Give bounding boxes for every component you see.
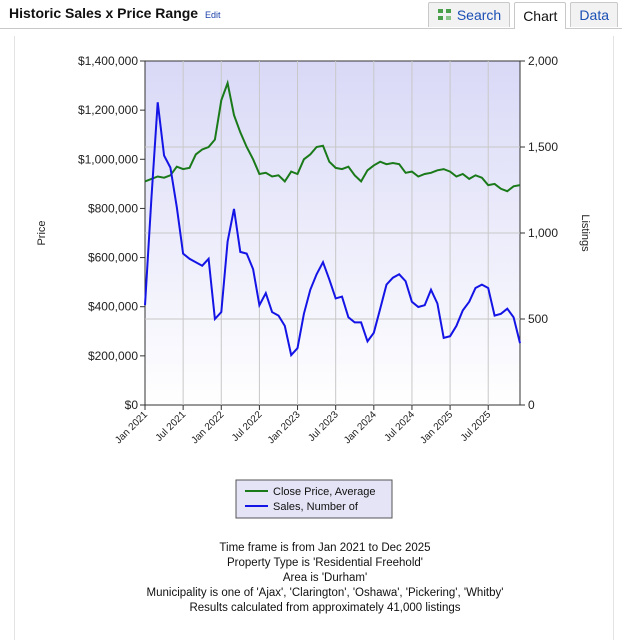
y-tick-label-right: 1,500 (528, 140, 558, 154)
y-axis-left: $0 $200,000 $400,000 $600,000 $800,000 $1,000… (78, 54, 145, 412)
y-tick-label-right: 500 (528, 312, 548, 326)
tab-search-label: Search (456, 7, 502, 23)
tab-data[interactable]: Data (570, 2, 618, 27)
x-tick-label: Jan 2025 (418, 409, 455, 446)
tab-chart[interactable]: Chart (514, 2, 567, 29)
y-tick-label-left: $1,200,000 (78, 103, 138, 117)
x-tick-label: Jul 2021 (154, 409, 189, 444)
info-results-count: Results calculated from approximately 41… (189, 602, 461, 614)
view-tabs: Search Chart Data (427, 2, 618, 29)
page-title: Historic Sales x Price Range (9, 5, 199, 21)
y-tick-label-left: $800,000 (88, 201, 138, 215)
y-tick-label-left: $200,000 (88, 349, 138, 363)
x-tick-label: Jul 2023 (306, 409, 341, 444)
tab-chart-label: Chart (523, 8, 558, 24)
y-tick-label-left: $1,400,000 (78, 54, 138, 68)
y-tick-label-right: 1,000 (528, 226, 558, 240)
y-tick-label-left: $1,000,000 (78, 152, 138, 166)
x-tick-label: Jan 2022 (190, 409, 227, 446)
legend: Close Price, Average Sales, Number of (235, 479, 393, 519)
y-tick-label-left: $400,000 (88, 300, 138, 314)
edit-link[interactable]: Edit (205, 10, 221, 20)
grid-lines (145, 61, 520, 405)
x-tick-label: Jan 2021 (113, 409, 150, 446)
x-axis: Jan 2021 Jul 2021 Jan 2022 Jul 2022 Jan 2023… (113, 405, 494, 446)
series-line-sales (144, 102, 521, 358)
legend-label-sales: Sales, Number of (273, 501, 359, 513)
y-axis-label-right: Listings (579, 214, 591, 252)
info-time-frame: Time frame is from Jan 2021 to Dec 2025 (219, 542, 431, 554)
y-tick-label-left: $600,000 (88, 251, 138, 265)
y-tick-label-right: 0 (528, 398, 535, 412)
query-summary: Time frame is from Jan 2021 to Dec 2025 … (0, 541, 622, 616)
tab-data-label: Data (579, 7, 609, 23)
info-area: Area is 'Durham' (282, 572, 368, 584)
x-tick-label: Jul 2025 (459, 409, 494, 444)
info-municipality: Municipality is one of 'Ajax', 'Claringt… (146, 587, 504, 599)
x-tick-label: Jan 2024 (342, 409, 379, 446)
search-grid-icon (437, 9, 451, 20)
legend-label-close-price: Close Price, Average (273, 486, 376, 498)
x-tick-label: Jul 2024 (383, 409, 418, 444)
x-tick-label: Jan 2023 (266, 409, 303, 446)
y-tick-label-left: $0 (125, 398, 139, 412)
price-sales-chart: $0 $200,000 $400,000 $600,000 $800,000 $1,000… (36, 54, 591, 519)
series-line-close-price (144, 79, 521, 193)
y-axis-label-left: Price (36, 220, 48, 245)
legend-box (235, 479, 393, 519)
tab-search[interactable]: Search (427, 2, 511, 27)
header-bar: Historic Sales x Price Range Edit Search… (0, 0, 622, 29)
x-tick-label: Jul 2022 (230, 409, 265, 444)
info-property-type: Property Type is 'Residential Freehold' (227, 557, 423, 569)
y-tick-label-right: 2,000 (528, 54, 558, 68)
y-axis-right: 0 500 1,000 1,500 2,000 (520, 54, 558, 412)
